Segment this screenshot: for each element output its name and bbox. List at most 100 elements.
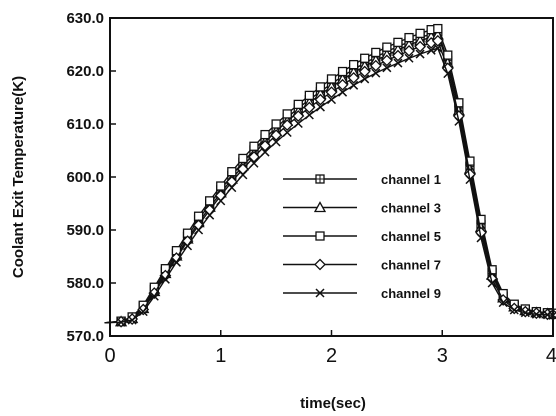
legend-label: channel 7 <box>381 258 441 273</box>
data-point <box>205 210 215 220</box>
data-point <box>371 47 381 58</box>
data-point <box>443 69 453 79</box>
legend-entry: channel 7 <box>283 258 441 273</box>
data-point <box>336 78 349 91</box>
legend-label: channel 5 <box>381 229 441 244</box>
legend-entry: channel 1 <box>283 172 441 187</box>
data-point <box>194 225 204 235</box>
legend-entry: channel 5 <box>283 229 441 244</box>
y-tick-label: 620.0 <box>66 63 104 80</box>
data-point <box>304 110 314 120</box>
data-point <box>426 45 436 55</box>
x-axis-ticks: 0 1 2 3 4 <box>104 330 556 367</box>
x-tick-label: 0 <box>104 345 115 367</box>
data-point <box>325 86 338 99</box>
legend-label: channel 3 <box>381 201 441 216</box>
x-tick-label: 2 <box>326 345 337 367</box>
y-tick-label: 630.0 <box>66 10 104 27</box>
series-line <box>104 27 554 324</box>
data-point <box>431 34 444 47</box>
data-point <box>454 116 464 126</box>
x-tick-label: 3 <box>437 345 448 367</box>
data-point <box>149 291 159 301</box>
data-point <box>116 317 126 327</box>
data-point <box>238 170 248 180</box>
y-tick-label: 610.0 <box>66 116 104 133</box>
data-point <box>349 80 359 90</box>
y-tick-label: 570.0 <box>66 328 104 345</box>
data-point <box>498 298 508 308</box>
data-point <box>433 23 443 34</box>
data-point <box>393 37 403 48</box>
data-point <box>270 129 283 142</box>
data-point <box>303 101 316 114</box>
data-point <box>315 82 326 92</box>
data-point <box>382 63 392 73</box>
x-tick-label: 1 <box>215 345 226 367</box>
data-point <box>249 141 259 151</box>
legend-entry: channel 3 <box>283 201 441 216</box>
data-point <box>433 43 443 53</box>
data-point <box>304 90 315 101</box>
data-point <box>238 153 248 164</box>
data-point <box>392 49 404 62</box>
data-point <box>326 95 337 105</box>
data-point <box>260 129 270 140</box>
data-point <box>314 93 327 106</box>
data-point <box>259 139 271 152</box>
data-point <box>393 58 403 68</box>
data-point <box>271 119 281 129</box>
x-axis-title: time(sec) <box>300 395 366 412</box>
data-point <box>348 59 359 70</box>
legend-label: channel 1 <box>381 172 441 187</box>
y-axis-title: Coolant Exit Temperature(K) <box>10 76 27 278</box>
data-point <box>443 50 453 60</box>
data-point <box>326 74 337 84</box>
data-point <box>260 147 270 157</box>
series-channel-5 <box>104 23 556 326</box>
data-point <box>216 181 226 191</box>
data-point <box>315 102 325 112</box>
data-point <box>509 305 519 315</box>
legend-marker <box>315 174 325 184</box>
data-point <box>205 196 215 206</box>
data-point <box>415 49 425 59</box>
legend-marker <box>315 231 325 241</box>
data-point <box>404 53 414 63</box>
data-point <box>380 54 393 67</box>
data-point <box>293 118 303 129</box>
data-point <box>293 99 303 110</box>
data-point <box>281 119 294 131</box>
data-point <box>338 87 348 97</box>
data-point <box>227 183 237 193</box>
legend-marker <box>314 258 326 271</box>
data-point <box>476 233 486 243</box>
data-point <box>227 167 237 177</box>
data-point <box>182 241 193 251</box>
data-point <box>403 44 415 57</box>
data-point <box>271 137 281 147</box>
data-point <box>216 196 226 206</box>
data-point <box>465 175 475 185</box>
legend-entry: channel 9 <box>283 286 441 301</box>
data-point <box>282 109 292 119</box>
data-point <box>414 40 427 53</box>
y-tick-label: 590.0 <box>66 222 104 239</box>
y-axis-ticks: 570.0 580.0 590.0 600.0 610.0 620.0 630.0 <box>66 10 116 345</box>
data-point <box>487 278 497 288</box>
axes <box>109 17 554 337</box>
x-tick-label: 4 <box>546 345 556 367</box>
data-point <box>358 65 371 78</box>
series-channel-9 <box>104 43 556 327</box>
data-point <box>360 53 370 63</box>
data-point <box>249 158 259 168</box>
data-point <box>282 127 292 138</box>
legend-label: channel 9 <box>381 286 441 301</box>
data-point <box>138 307 148 317</box>
data-point <box>415 28 425 39</box>
data-point <box>369 59 382 72</box>
data-point <box>292 110 305 122</box>
legend-marker <box>315 288 325 298</box>
data-point <box>337 66 348 77</box>
